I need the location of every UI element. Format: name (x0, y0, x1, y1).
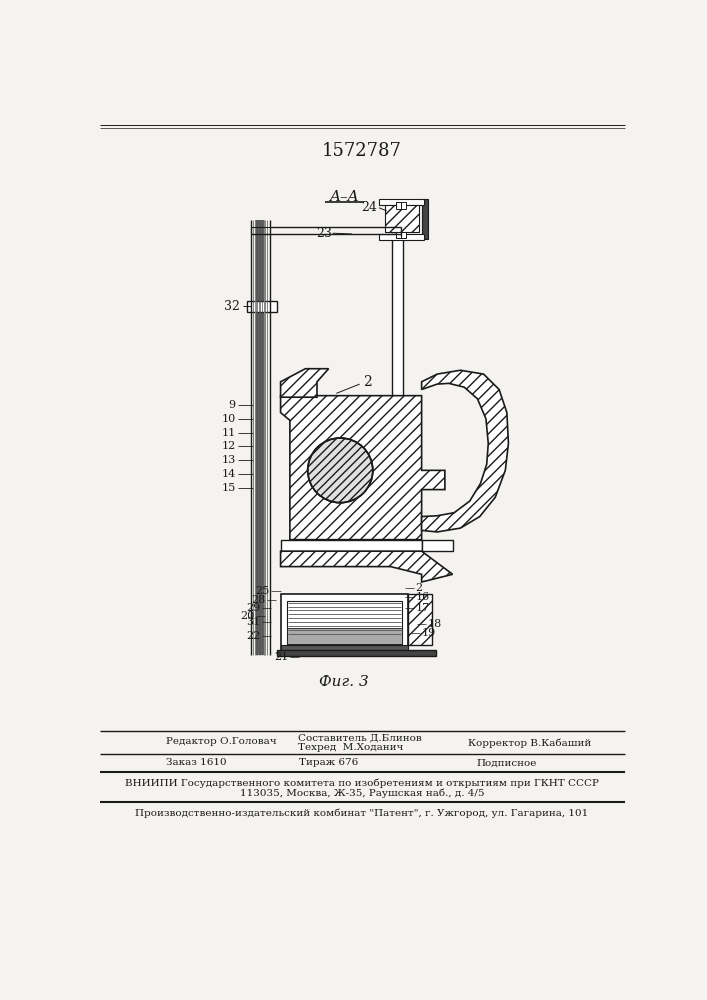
Text: 2: 2 (363, 375, 372, 389)
Text: 29: 29 (246, 603, 260, 613)
Text: Производственно-издательский комбинат "Патент", г. Ужгород, ул. Гагарина, 101: Производственно-издательский комбинат "П… (135, 808, 588, 818)
Bar (385, 205, 419, 232)
Bar (287, 628, 402, 644)
Bar (392, 234, 403, 497)
Text: 32: 32 (224, 300, 240, 313)
Text: 15: 15 (221, 483, 235, 493)
Text: A–A: A–A (329, 190, 359, 204)
Text: 14: 14 (221, 469, 235, 479)
Text: 11: 11 (221, 428, 235, 438)
Text: 113035, Москва, Ж-35, Раушская наб., д. 4/5: 113035, Москва, Ж-35, Раушская наб., д. … (240, 788, 484, 798)
Bar (396, 232, 401, 238)
Text: Фиг. 3: Фиг. 3 (320, 675, 369, 689)
Polygon shape (281, 396, 445, 540)
Polygon shape (281, 551, 452, 582)
Bar (255, 220, 264, 655)
Polygon shape (281, 369, 329, 397)
Text: 21: 21 (274, 652, 288, 662)
Text: Редактор О.Головач: Редактор О.Головач (166, 737, 276, 746)
Text: 10: 10 (221, 414, 235, 424)
Bar (402, 232, 406, 238)
Bar (396, 202, 401, 209)
Text: Заказ 1610: Заказ 1610 (166, 758, 226, 767)
Text: 25: 25 (255, 586, 270, 596)
Text: Техред  М.Ходанич: Техред М.Ходанич (298, 743, 403, 752)
Bar (402, 202, 406, 209)
Text: Тираж 676: Тираж 676 (299, 758, 358, 767)
Text: 13: 13 (221, 455, 235, 465)
Text: 9: 9 (228, 400, 235, 410)
Bar (421, 540, 452, 551)
Text: 22: 22 (246, 631, 260, 641)
Text: 17: 17 (416, 603, 430, 613)
Polygon shape (421, 370, 508, 532)
Text: ВНИИПИ Государственного комитета по изобретениям и открытиям при ГКНТ СССР: ВНИИПИ Государственного комитета по изоб… (125, 778, 599, 788)
Bar (379, 234, 424, 240)
Text: 19: 19 (421, 628, 436, 638)
Bar (379, 199, 424, 205)
Text: 28: 28 (251, 595, 265, 605)
Text: 12: 12 (221, 441, 235, 451)
Text: Корректор В.Кабаший: Корректор В.Кабаший (468, 738, 591, 748)
Text: Подписное: Подписное (477, 758, 537, 767)
Text: 18: 18 (428, 619, 442, 629)
Text: 23: 23 (316, 227, 332, 240)
Text: Составитель Д.Блинов: Составитель Д.Блинов (298, 734, 421, 743)
Text: 16: 16 (416, 592, 430, 602)
Circle shape (308, 438, 373, 503)
Text: 31: 31 (246, 617, 260, 627)
Text: 2: 2 (416, 583, 423, 593)
Bar (287, 601, 402, 644)
Bar (281, 645, 409, 651)
Text: 20: 20 (240, 611, 255, 621)
Bar (281, 540, 421, 551)
Bar (276, 650, 436, 656)
Bar (247, 301, 276, 312)
Text: 24: 24 (361, 201, 377, 214)
Bar (281, 594, 409, 651)
Text: 1572787: 1572787 (322, 142, 402, 160)
Polygon shape (409, 594, 432, 645)
Bar (421, 199, 428, 239)
